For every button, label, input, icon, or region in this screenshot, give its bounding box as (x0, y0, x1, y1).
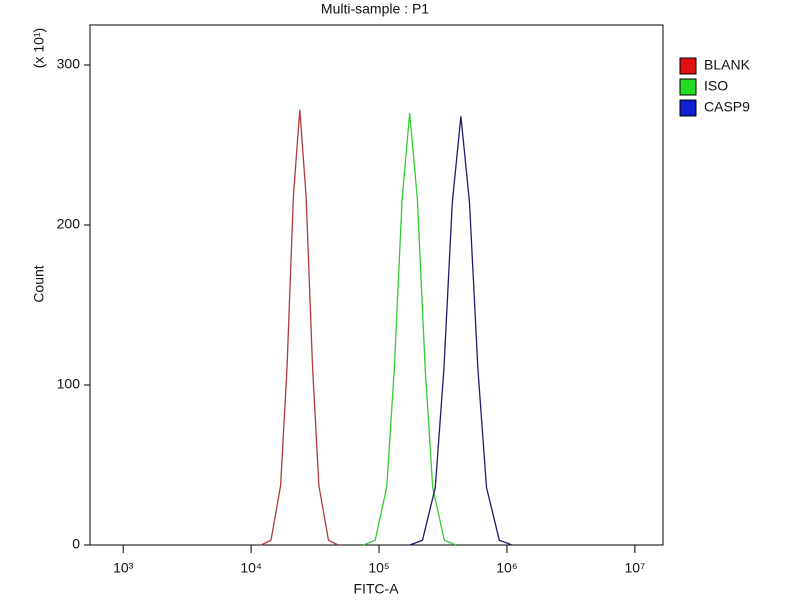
x-tick-label: 10⁵ (368, 560, 389, 576)
x-tick-label: 10⁴ (240, 560, 262, 576)
legend-swatch (679, 57, 697, 75)
x-axis-label: FITC-A (353, 581, 399, 597)
y-tick-label: 200 (57, 216, 81, 232)
histogram-line (260, 109, 339, 546)
y-tick-label: 0 (72, 536, 80, 552)
histogram-line (363, 112, 457, 546)
y-tick-label: 100 (57, 376, 81, 392)
x-tick-label: 10³ (113, 560, 134, 576)
legend-label: CASP9 (704, 99, 750, 115)
chart-title: Multi-sample : P1 (321, 1, 429, 17)
legend-swatch (679, 99, 697, 117)
histogram-line (409, 116, 513, 546)
x-tick-label: 10⁷ (625, 560, 646, 576)
y-unit-label: (x 10¹) (31, 28, 47, 68)
plot-frame (89, 24, 664, 546)
legend-label: BLANK (704, 57, 751, 73)
x-tick-label: 10⁶ (496, 560, 517, 576)
y-tick-label: 300 (57, 56, 81, 72)
y-axis-label: Count (31, 265, 47, 302)
legend-label: ISO (704, 78, 728, 94)
legend-swatch (679, 78, 697, 96)
